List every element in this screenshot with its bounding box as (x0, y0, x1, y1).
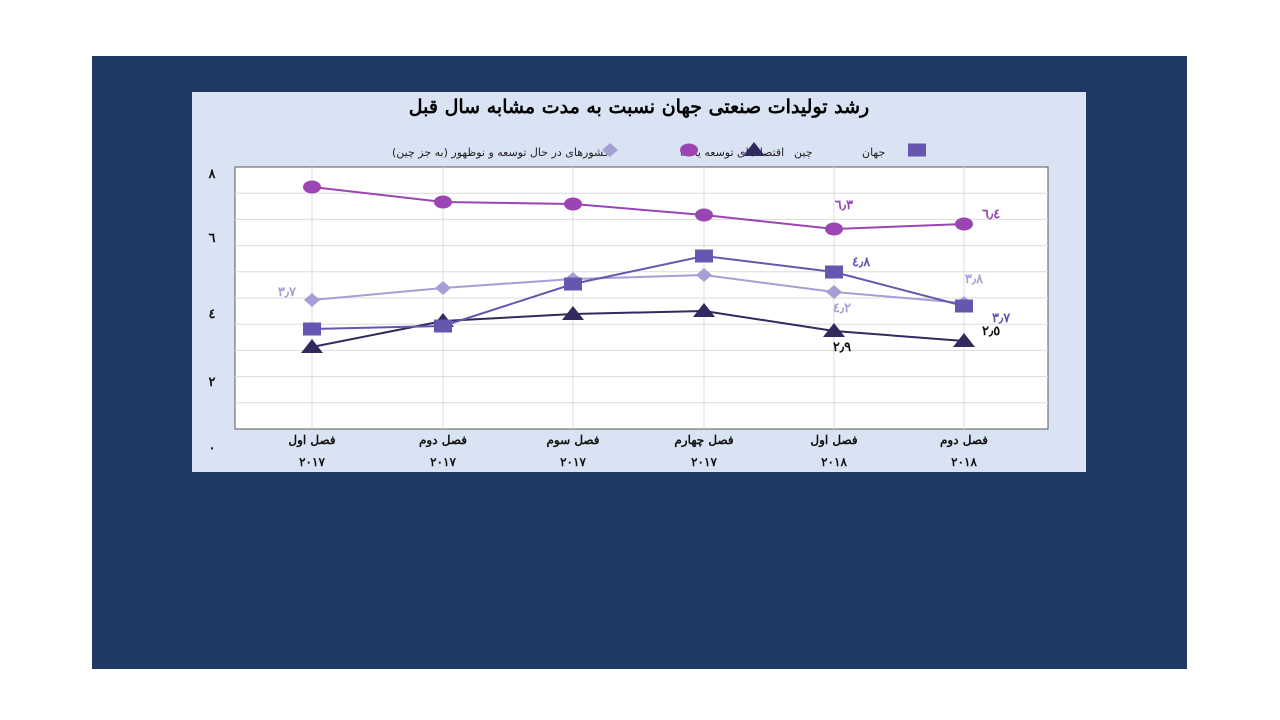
y-tick-label: ۲ (209, 375, 216, 390)
data-point-china (434, 195, 452, 209)
series-line-emerging (311, 254, 965, 330)
x-tick-label: فصل اول (288, 433, 336, 448)
data-point-world (435, 281, 451, 295)
data-label-china: ٦٫۳ (835, 198, 853, 213)
series-line-china (311, 186, 965, 231)
data-point-emerging (564, 277, 582, 291)
data-label-world: ۳٫۸ (965, 272, 984, 287)
data-point-world (826, 285, 842, 299)
x-tick-label: فصل سوم (546, 433, 599, 448)
legend-marker-china (680, 143, 698, 157)
data-point-china (825, 222, 843, 236)
legend-label-world: جهان (862, 146, 886, 159)
legend-item-emerging: کشورهای در حال توسعه و نوظهور (به جز چین… (392, 142, 609, 164)
data-label-emerging: ۳٫۷ (992, 311, 1011, 326)
legend-label-china: چین (794, 146, 813, 159)
data-point-developed (953, 333, 975, 347)
x-tick-label: فصل دوم (940, 433, 988, 448)
data-point-china (955, 217, 973, 231)
data-point-china (564, 197, 582, 211)
legend-marker-emerging (908, 143, 926, 157)
y-tick-label: ٦ (209, 231, 216, 246)
x-tick-year: ۲۰۱۸ (821, 455, 847, 469)
data-point-emerging (434, 319, 452, 333)
chart-title: رشد تولیدات صنعتی جهان نسبت به مدت مشابه… (408, 96, 870, 118)
data-label-developed: ۲٫۹ (833, 340, 851, 355)
data-label-china: ٦٫٤ (982, 207, 1000, 222)
data-point-developed (562, 306, 584, 320)
legend-marker-developed (743, 142, 765, 156)
chart-panel: رشد تولیدات صنعتی جهان نسبت به مدت مشابه… (192, 92, 1086, 472)
data-point-china (303, 180, 321, 194)
x-tick-year: ۲۰۱۷ (430, 455, 456, 469)
x-tick-year: ۲۰۱۸ (951, 455, 977, 469)
legend-marker-world (602, 143, 618, 157)
data-label-emerging: ٤٫۸ (852, 255, 871, 270)
x-tick-label: فصل اول (810, 433, 858, 448)
data-point-developed (823, 323, 845, 337)
series-line-developed (311, 309, 965, 348)
series-line-world (311, 273, 965, 304)
legend-label-emerging: کشورهای در حال توسعه و نوظهور (به جز چین… (392, 146, 610, 159)
x-tick-year: ۲۰۱۷ (691, 455, 717, 469)
data-point-developed (301, 339, 323, 353)
y-tick-label: ۸ (208, 167, 217, 182)
data-point-emerging (303, 322, 321, 336)
data-point-emerging (955, 299, 973, 313)
data-point-emerging (695, 249, 713, 263)
data-point-world (304, 293, 320, 307)
data-point-developed (693, 303, 715, 317)
data-label-world: ٤٫۲ (833, 301, 851, 316)
data-label-developed: ۲٫٥ (982, 324, 1000, 339)
x-tick-label: فصل دوم (419, 433, 467, 448)
data-point-world (696, 268, 712, 282)
data-point-emerging (825, 265, 843, 279)
line-chart: ۸ ٦ ٤ ۲ ۰ فصل اول ۲۰۱۷ فصل دوم ۲۰۱۷ فصل سوم ۲۰۱۷ فص… (208, 142, 1049, 469)
legend-item-china: چین (794, 142, 813, 164)
data-label-world: ۳٫۷ (278, 285, 297, 300)
y-tick-label: ۰ (209, 441, 216, 456)
x-tick-label: فصل چهارم (674, 433, 734, 448)
x-tick-year: ۲۰۱۷ (299, 455, 325, 469)
y-tick-label: ٤ (209, 307, 216, 322)
x-tick-year: ۲۰۱۷ (560, 455, 586, 469)
data-point-china (695, 208, 713, 222)
legend-item-world: جهان (862, 142, 885, 164)
